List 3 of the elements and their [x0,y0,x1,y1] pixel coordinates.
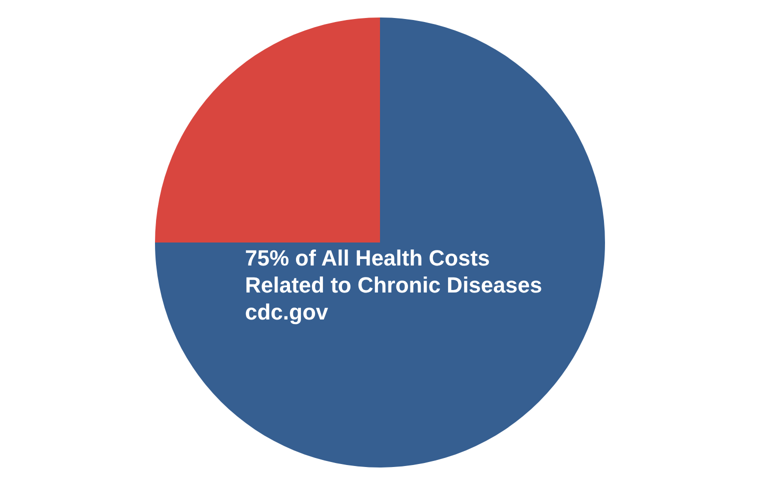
text: cdc.gov [245,300,329,324]
pie-slice [155,18,380,242]
pie-slice [155,18,605,468]
